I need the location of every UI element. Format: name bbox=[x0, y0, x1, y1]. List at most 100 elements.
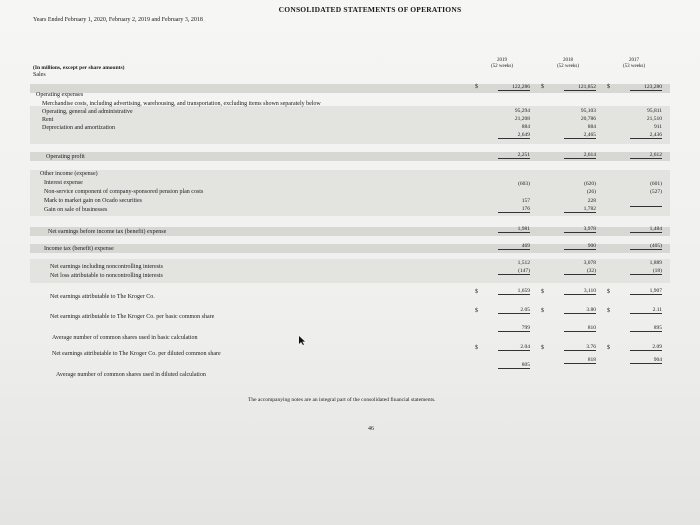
dollar-sign: $ bbox=[607, 289, 610, 295]
label-merch: Merchandise costs, including advertising… bbox=[42, 101, 321, 107]
label-shares-diluted: Average number of common shares used in … bbox=[56, 372, 206, 378]
label-eps-diluted: Net earnings attributable to The Kroger … bbox=[52, 351, 221, 357]
label-tax: Income tax (benefit) expense bbox=[44, 246, 114, 252]
label-gain-sale: Gain on sale of businesses bbox=[44, 207, 108, 213]
mouse-cursor-icon bbox=[299, 336, 305, 345]
value-eps-diluted-2019: 2.04 bbox=[498, 344, 530, 351]
dollar-sign: $ bbox=[475, 84, 478, 90]
value-shares-basic-2018: 810 bbox=[564, 325, 596, 332]
value-oga-2017: 21,510 bbox=[646, 116, 662, 122]
value-eps-basic-2018: 3.80 bbox=[564, 307, 596, 314]
value-shares-basic-2017: 895 bbox=[630, 325, 662, 332]
label-oga: Operating, general and administrative bbox=[42, 109, 133, 115]
value-shares-diluted-2017: 904 bbox=[630, 357, 662, 364]
dollar-sign: $ bbox=[475, 308, 478, 314]
dollar-sign: $ bbox=[541, 345, 544, 351]
units-note: (In millions, except per share amounts) bbox=[33, 65, 125, 71]
value-interest-2018: (620) bbox=[584, 181, 596, 187]
value-tax-2018: 900 bbox=[564, 243, 596, 250]
label-rent: Rent bbox=[42, 117, 54, 123]
row-band-ebt bbox=[30, 227, 670, 236]
value-gain-sale-2017 bbox=[630, 206, 662, 207]
value-rent-2017: 911 bbox=[653, 124, 662, 130]
value-tax-2019: 469 bbox=[498, 243, 530, 250]
value-pension-2018: (26) bbox=[586, 189, 596, 195]
row-band-other-income bbox=[30, 170, 670, 216]
dollar-sign: $ bbox=[541, 308, 544, 314]
value-net-loss-nci-2017: (18) bbox=[630, 268, 662, 275]
label-net-loss-nci: Net loss attributable to noncontrolling … bbox=[50, 273, 163, 279]
label-interest: Interest expense bbox=[44, 180, 83, 186]
value-gain-sale-2018: 1,782 bbox=[564, 206, 596, 213]
value-depr-2018: 2,465 bbox=[564, 132, 596, 139]
value-ebt-2018: 3,978 bbox=[564, 226, 596, 233]
value-net-incl-2017: 1,889 bbox=[649, 260, 662, 266]
value-eps-basic-2017: 2.11 bbox=[630, 307, 662, 314]
value-depr-2019: 2,649 bbox=[498, 132, 530, 139]
value-oga-2018: 20,786 bbox=[580, 116, 596, 122]
value-eps-diluted-2018: 3.76 bbox=[564, 344, 596, 351]
value-net-kroger-2018: 3,110 bbox=[564, 288, 596, 295]
label-operating-expenses: Operating expenses bbox=[36, 92, 84, 98]
value-ocado-2019: 157 bbox=[521, 198, 530, 204]
value-net-loss-nci-2019: (147) bbox=[498, 268, 530, 275]
value-interest-2019: (603) bbox=[518, 181, 530, 187]
page-number: 46 bbox=[368, 426, 374, 432]
dollar-sign: $ bbox=[607, 308, 610, 314]
value-interest-2017: (601) bbox=[650, 181, 662, 187]
value-ebt-2019: 1,981 bbox=[498, 226, 530, 233]
value-net-incl-2018: 3,078 bbox=[583, 260, 596, 266]
dollar-sign: $ bbox=[607, 345, 610, 351]
label-other-income: Other income (expense) bbox=[40, 171, 98, 177]
column-header-2018: 2018 (52 weeks) bbox=[556, 58, 580, 69]
label-ocado: Mark to market gain on Ocado securities bbox=[44, 198, 142, 204]
dollar-sign: $ bbox=[475, 289, 478, 295]
label-net-kroger: Net earnings attributable to The Kroger … bbox=[50, 294, 155, 300]
label-operating-profit: Operating profit bbox=[46, 154, 85, 160]
value-merch-2017: 95,811 bbox=[647, 108, 662, 114]
value-net-kroger-2017: 1,907 bbox=[630, 288, 662, 295]
value-shares-diluted-2018: 818 bbox=[564, 357, 596, 364]
value-sales-2019: 122,286 bbox=[498, 84, 530, 91]
value-shares-diluted-2019: 805 bbox=[498, 362, 530, 369]
value-merch-2018: 95,103 bbox=[580, 108, 596, 114]
label-pension: Non-service component of company-sponsor… bbox=[44, 189, 204, 195]
value-oga-2019: 21,208 bbox=[514, 116, 530, 122]
value-rent-2019: 884 bbox=[521, 124, 530, 130]
value-net-loss-nci-2018: (32) bbox=[564, 268, 596, 275]
row-band-sales bbox=[30, 84, 670, 93]
value-ocado-2018: 228 bbox=[587, 198, 596, 204]
value-tax-2017: (405) bbox=[630, 243, 662, 250]
dollar-sign: $ bbox=[541, 289, 544, 295]
dollar-sign: $ bbox=[541, 84, 544, 90]
value-eps-basic-2019: 2.05 bbox=[498, 307, 530, 314]
value-depr-2017: 2,436 bbox=[630, 132, 662, 139]
value-merch-2019: 95,294 bbox=[514, 108, 530, 114]
value-rent-2018: 884 bbox=[587, 124, 596, 130]
row-band-operating-profit bbox=[30, 152, 670, 161]
column-header-2017: 2017 (53 weeks) bbox=[622, 58, 646, 69]
label-net-incl: Net earnings including noncontrolling in… bbox=[50, 264, 163, 270]
label-eps-basic: Net earnings attributable to The Kroger … bbox=[50, 314, 215, 320]
value-op-profit-2019: 2,251 bbox=[498, 152, 530, 159]
value-shares-basic-2019: 799 bbox=[498, 325, 530, 332]
label-ebt: Net earnings before income tax (benefit)… bbox=[48, 229, 167, 235]
row-band-tax bbox=[30, 244, 670, 253]
value-net-incl-2019: 1,512 bbox=[517, 260, 530, 266]
column-header-2019: 2019 (52 weeks) bbox=[490, 58, 514, 69]
dollar-sign: $ bbox=[475, 345, 478, 351]
value-ebt-2017: 1,484 bbox=[630, 226, 662, 233]
statement-subtitle: Years Ended February 1, 2020, February 2… bbox=[33, 17, 203, 23]
row-band-net-incl bbox=[30, 259, 670, 283]
footnote: The accompanying notes are an integral p… bbox=[248, 397, 436, 403]
label-depr: Depreciation and amortization bbox=[42, 125, 115, 131]
value-op-profit-2018: 2,614 bbox=[564, 152, 596, 159]
value-pension-2017: (527) bbox=[650, 189, 662, 195]
label-shares-basic: Average number of common shares used in … bbox=[52, 335, 198, 341]
label-sales: Sales bbox=[33, 72, 46, 78]
statement-title: CONSOLIDATED STATEMENTS OF OPERATIONS bbox=[278, 5, 462, 14]
dollar-sign: $ bbox=[607, 84, 610, 90]
value-op-profit-2017: 2,612 bbox=[630, 152, 662, 159]
row-band-operating-expenses bbox=[30, 106, 670, 144]
